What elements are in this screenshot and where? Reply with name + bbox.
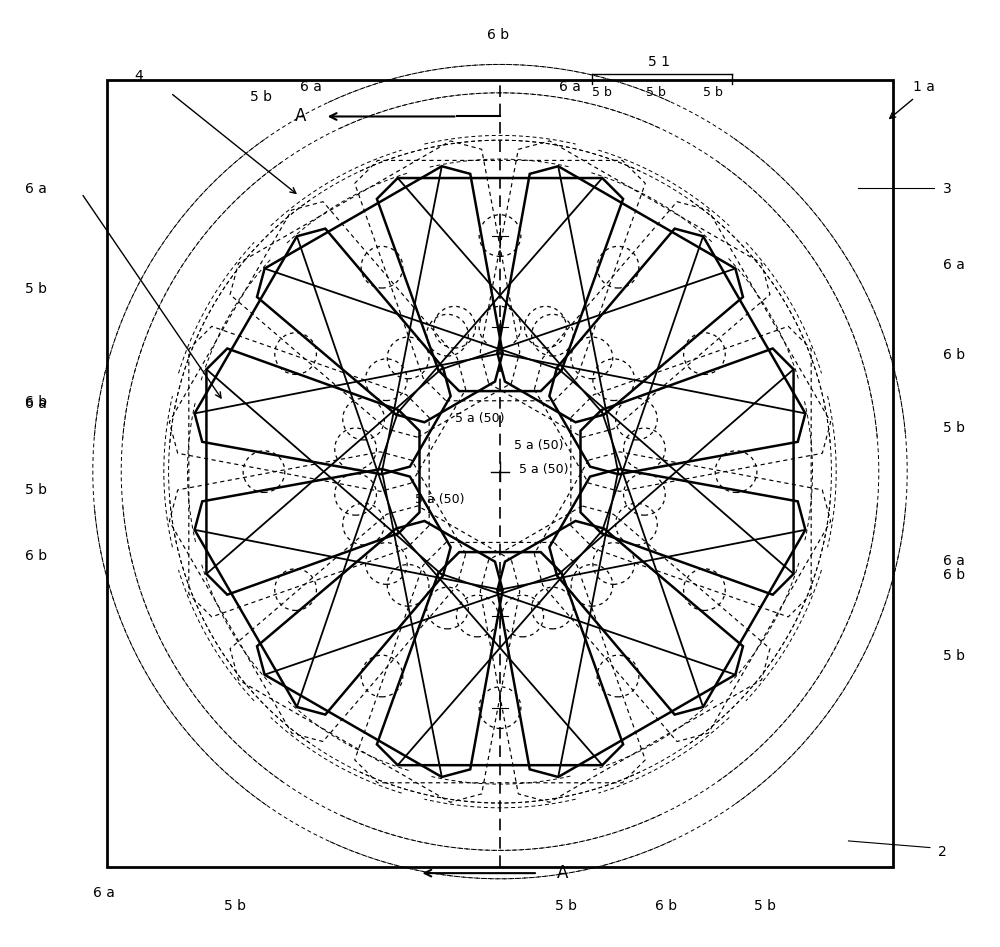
Text: 6 b: 6 b [943, 348, 965, 362]
Text: 6 a: 6 a [300, 80, 322, 94]
Text: 5 b: 5 b [250, 90, 272, 103]
Text: 5 a (50): 5 a (50) [455, 412, 505, 425]
Text: 5 a (50): 5 a (50) [514, 438, 564, 452]
Text: 6 b: 6 b [25, 549, 47, 563]
Text: 6 a: 6 a [943, 554, 965, 567]
Text: 5 a (50): 5 a (50) [415, 492, 464, 506]
Text: 1 a: 1 a [913, 80, 935, 94]
Bar [107, 80, 893, 867]
Text: 6 b: 6 b [25, 396, 47, 409]
Text: 6 b: 6 b [943, 568, 965, 581]
Text: 2: 2 [938, 846, 947, 859]
Text: 5 b: 5 b [25, 483, 47, 496]
Text: 5 b: 5 b [943, 421, 965, 435]
Text: 5 b: 5 b [754, 900, 776, 913]
Text: 5 b: 5 b [25, 282, 47, 295]
Text: 6 a: 6 a [559, 80, 581, 94]
Text: 5 b: 5 b [646, 86, 666, 99]
Text: 5 b: 5 b [224, 900, 246, 913]
Text: 5 a (50): 5 a (50) [519, 463, 568, 476]
Text: 5 b: 5 b [555, 900, 577, 913]
Text: 6 b: 6 b [655, 900, 677, 913]
Text: 5 b: 5 b [592, 86, 612, 99]
Text: A: A [294, 107, 306, 126]
Text: 6 b: 6 b [487, 28, 509, 42]
Text: 5 b: 5 b [703, 86, 723, 99]
Text: 6 a: 6 a [25, 398, 47, 411]
Text: 6 a: 6 a [25, 183, 47, 196]
Text: 4: 4 [134, 69, 143, 82]
Text: 6 a: 6 a [93, 886, 115, 900]
Text: 5 1: 5 1 [648, 55, 670, 68]
Text: A: A [557, 864, 568, 883]
Text: 5 b: 5 b [943, 650, 965, 663]
Text: 6 a: 6 a [943, 259, 965, 272]
Text: 3: 3 [943, 183, 952, 196]
